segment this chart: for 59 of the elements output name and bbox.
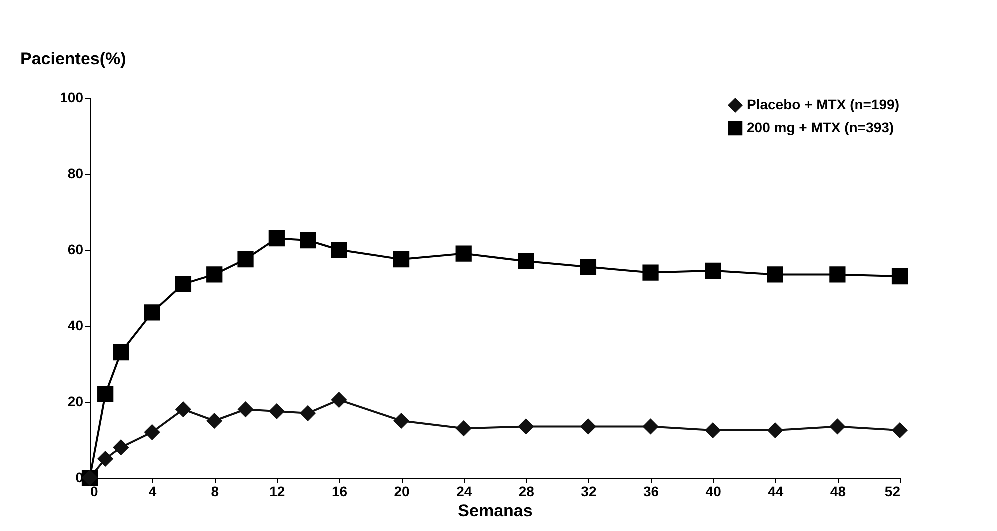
point xyxy=(144,424,160,440)
x-tick-label: 48 xyxy=(830,484,846,500)
point xyxy=(705,262,722,279)
point xyxy=(393,251,410,268)
point xyxy=(456,246,472,262)
y-tick-label: 40 xyxy=(68,318,84,334)
point xyxy=(642,264,659,281)
point xyxy=(175,402,192,418)
point xyxy=(206,266,223,283)
point xyxy=(767,266,784,283)
point xyxy=(456,420,472,437)
point xyxy=(580,259,597,276)
point xyxy=(268,230,285,247)
point xyxy=(238,402,254,418)
point xyxy=(206,412,223,430)
x-tick-label: 16 xyxy=(332,484,348,500)
point xyxy=(580,418,597,435)
y-tick-label: 100 xyxy=(60,90,84,106)
point xyxy=(113,344,130,361)
point xyxy=(518,418,534,435)
point xyxy=(830,266,846,283)
x-axis-title: Semanas xyxy=(458,502,533,520)
point xyxy=(113,440,130,456)
point xyxy=(892,422,908,439)
point xyxy=(268,403,285,420)
point xyxy=(331,392,348,408)
point xyxy=(98,386,114,402)
x-tick-label: 40 xyxy=(706,484,722,500)
point xyxy=(642,418,659,435)
x-tick-label: 32 xyxy=(581,484,597,500)
point xyxy=(331,242,348,258)
point xyxy=(175,276,192,292)
x-tick-label: 28 xyxy=(518,484,535,500)
point xyxy=(518,253,534,270)
point xyxy=(705,422,722,439)
y-axis-title: Pacientes(%) xyxy=(20,50,126,68)
point xyxy=(238,251,254,268)
y-tick-label: 80 xyxy=(68,166,84,182)
y-tick-label: 20 xyxy=(68,394,84,410)
legend-label: Placebo + MTX (n=199) xyxy=(747,96,900,112)
point xyxy=(98,450,114,468)
x-tick-label: 24 xyxy=(456,484,472,500)
point xyxy=(393,412,410,430)
x-tick-label: 4 xyxy=(148,484,157,500)
x-tick-label: 12 xyxy=(270,484,286,500)
point xyxy=(300,405,316,422)
x-tick-label: 44 xyxy=(768,484,784,500)
point xyxy=(144,304,160,321)
point xyxy=(892,268,908,285)
point xyxy=(767,422,784,439)
legend-label: 200 mg + MTX (n=393) xyxy=(747,120,894,136)
x-tick-label: 36 xyxy=(643,484,660,500)
y-tick-label: 60 xyxy=(68,242,84,258)
point xyxy=(830,418,846,435)
x-tick-label: 8 xyxy=(211,484,220,500)
x-tick-label: 52 xyxy=(884,484,901,500)
x-tick-label: 20 xyxy=(394,484,410,500)
point xyxy=(300,232,316,249)
x-tick-label: 0 xyxy=(90,484,98,500)
